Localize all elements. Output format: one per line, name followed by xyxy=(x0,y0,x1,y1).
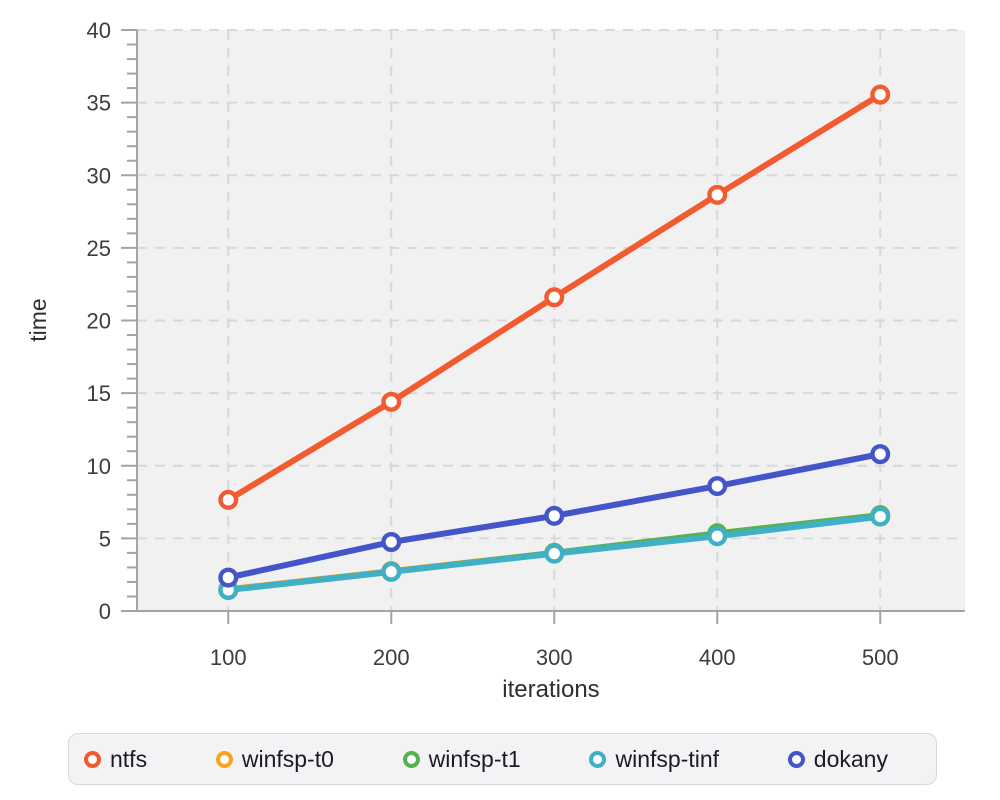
x-tick-label: 200 xyxy=(373,645,410,670)
legend-label: winfsp-t1 xyxy=(428,745,521,772)
legend-marker-ntfs-icon xyxy=(84,750,101,768)
legend-label: winfsp-tinf xyxy=(615,745,720,772)
y-tick-label: 25 xyxy=(87,236,111,261)
y-tick-label: 15 xyxy=(87,381,111,406)
marker-winfsp-tinf xyxy=(707,526,728,547)
legend-marker-dokany-icon xyxy=(787,750,805,768)
y-tick-label: 40 xyxy=(87,18,111,43)
y-tick-label: 0 xyxy=(99,599,111,624)
y-tick-label: 35 xyxy=(87,91,111,116)
legend-label: ntfs xyxy=(110,745,148,772)
y-tick-label: 5 xyxy=(99,526,111,551)
x-tick-label: 100 xyxy=(210,645,247,670)
legend-item-dokany[interactable]: dokany xyxy=(787,745,888,772)
x-tick-label: 500 xyxy=(862,645,899,670)
legend-marker-winfsp-tinf-icon xyxy=(589,750,607,768)
marker-dokany xyxy=(870,444,891,465)
y-tick-label: 20 xyxy=(87,309,111,334)
y-tick-label: 30 xyxy=(87,163,111,188)
x-tick-label: 300 xyxy=(536,645,573,670)
legend-label: winfsp-t0 xyxy=(241,745,334,772)
marker-ntfs xyxy=(381,391,402,412)
chart-canvas: 0 5 10 15 20 25 30 35 40 100 200 300 400 500 time itera… xyxy=(25,18,965,703)
marker-ntfs xyxy=(707,184,728,205)
legend-item-ntfs[interactable]: ntfs xyxy=(84,745,148,772)
marker-dokany xyxy=(381,532,402,553)
x-tick-label: 400 xyxy=(699,645,736,670)
legend-marker-winfsp-t1-icon xyxy=(402,750,420,768)
marker-ntfs xyxy=(870,84,891,105)
marker-dokany xyxy=(544,505,565,526)
marker-winfsp-tinf xyxy=(381,561,402,582)
legend-label: dokany xyxy=(813,745,888,772)
legend-item-winfsp-t1[interactable]: winfsp-t1 xyxy=(402,745,521,772)
legend-item-winfsp-t0[interactable]: winfsp-t0 xyxy=(215,745,334,772)
legend: ntfs winfsp-t0 winfsp-t1 winfsp-tinf dokany xyxy=(68,733,937,785)
legend-item-winfsp-tinf[interactable]: winfsp-tinf xyxy=(589,745,720,772)
marker-winfsp-tinf xyxy=(544,543,565,564)
marker-dokany xyxy=(707,476,728,497)
marker-ntfs xyxy=(218,489,239,510)
marker-ntfs xyxy=(544,287,565,308)
marker-winfsp-tinf xyxy=(870,506,891,527)
legend-marker-winfsp-t0-icon xyxy=(215,750,233,768)
marker-dokany xyxy=(218,567,239,588)
y-axis-title: time xyxy=(25,298,51,341)
y-tick-label: 10 xyxy=(87,454,111,479)
x-axis-title: iterations xyxy=(502,676,599,703)
